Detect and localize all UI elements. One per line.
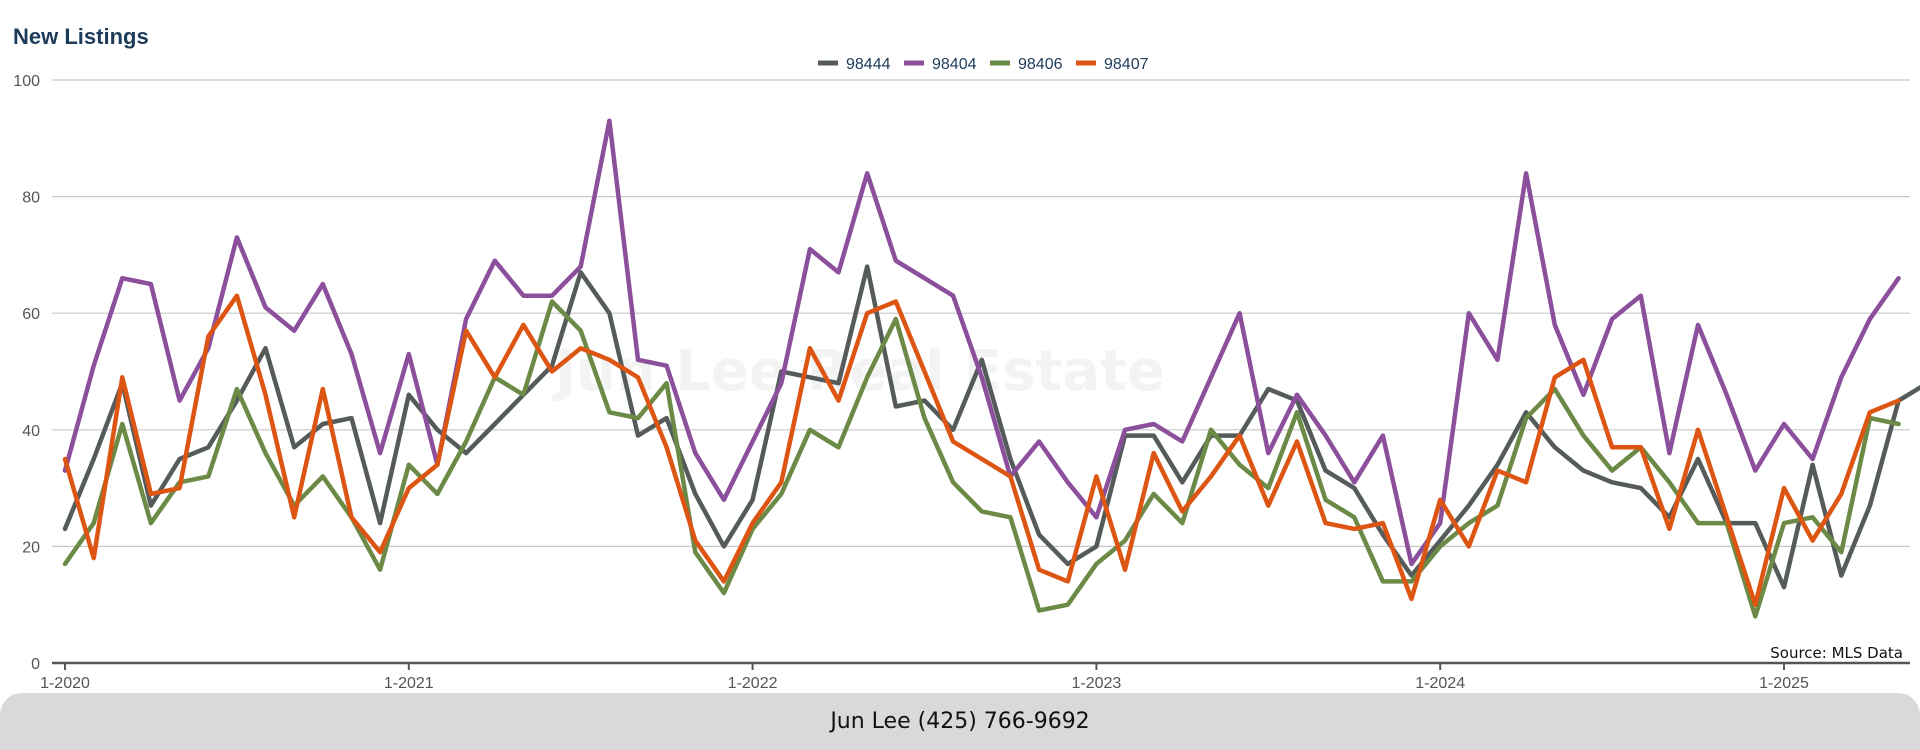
x-tick-label-1-2025: 1-2025 bbox=[1759, 675, 1809, 692]
x-tick-label-1-2021: 1-2021 bbox=[384, 675, 434, 692]
x-tick-label-1-2020: 1-2020 bbox=[40, 675, 90, 692]
source-note: Source: MLS Data bbox=[1770, 644, 1903, 662]
y-tick-label-0: 0 bbox=[31, 656, 40, 673]
legend: 98444 98404 98406 98407 bbox=[818, 56, 1149, 73]
legend-label-98406: 98406 bbox=[1018, 56, 1063, 73]
y-axis-ticks: 0 20 40 60 80 100 bbox=[13, 73, 40, 673]
legend-label-98404: 98404 bbox=[932, 56, 977, 73]
x-tick-label-1-2023: 1-2023 bbox=[1071, 675, 1121, 692]
legend-label-98407: 98407 bbox=[1104, 56, 1149, 73]
watermark-text: Jun Lee Real Estate bbox=[551, 339, 1165, 404]
x-tick-label-1-2022: 1-2022 bbox=[728, 675, 778, 692]
y-tick-label-40: 40 bbox=[22, 423, 40, 440]
footer-contact: Jun Lee (425) 766-9692 bbox=[830, 709, 1090, 734]
series-line-98444 bbox=[62, 264, 1920, 590]
chart-title: New Listings bbox=[13, 24, 149, 49]
x-tick-label-1-2024: 1-2024 bbox=[1415, 675, 1465, 692]
y-tick-label-20: 20 bbox=[22, 539, 40, 556]
y-tick-label-100: 100 bbox=[13, 73, 40, 90]
x-axis-ticks: 1-2020 1-2021 1-2022 1-2023 1-2024 1-2025 bbox=[40, 663, 1809, 692]
series-line-98404 bbox=[62, 118, 1901, 567]
y-tick-label-60: 60 bbox=[22, 306, 40, 323]
footer-bar: Jun Lee (425) 766-9692 bbox=[0, 693, 1920, 750]
series-lines bbox=[62, 118, 1920, 619]
series-line-98407 bbox=[62, 293, 1901, 607]
y-tick-label-80: 80 bbox=[22, 190, 40, 207]
legend-label-98444: 98444 bbox=[846, 56, 891, 73]
series-line-98406 bbox=[62, 299, 1901, 619]
grid-lines bbox=[52, 79, 1910, 548]
